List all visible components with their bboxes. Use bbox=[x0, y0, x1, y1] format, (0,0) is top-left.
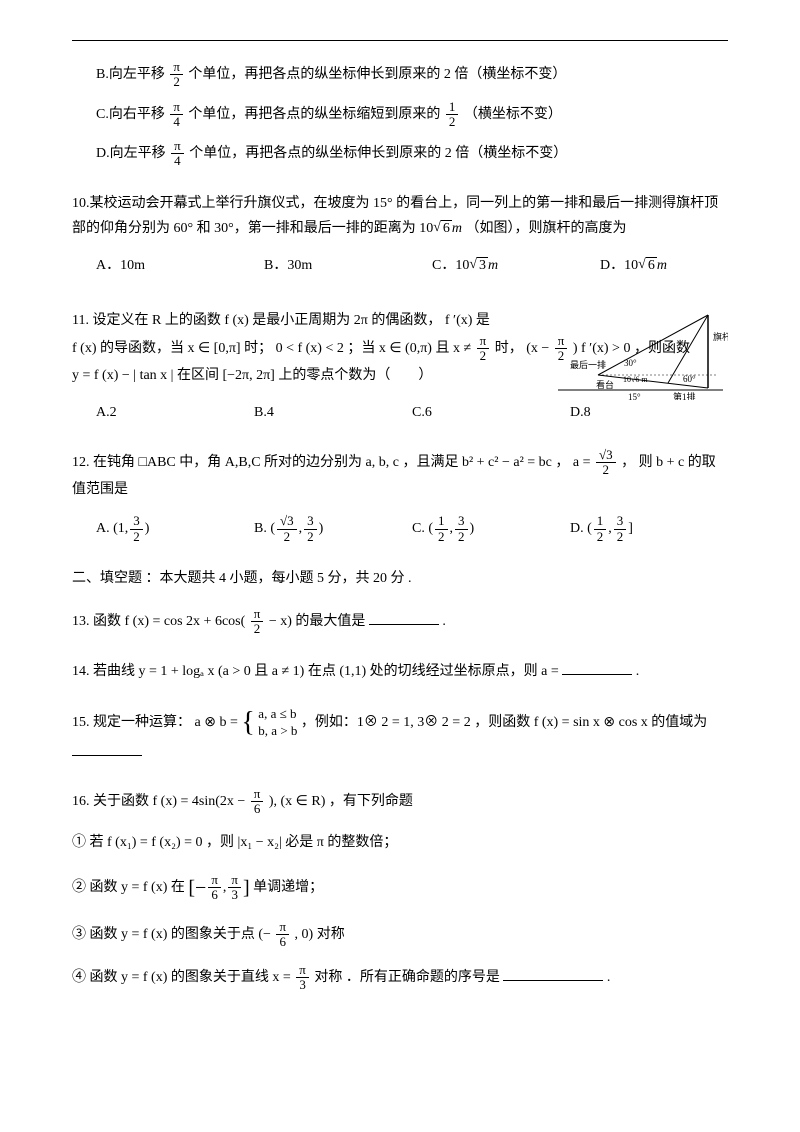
q12-line1: 12. 在钝角 □ABC 中，角 A,B,C 所对的边分别为 a, b, c ，… bbox=[72, 448, 728, 478]
svg-text:10√6 m: 10√6 m bbox=[623, 375, 648, 384]
svg-text:15°: 15° bbox=[628, 392, 641, 400]
fraction: π3 bbox=[296, 963, 309, 993]
question-16: 16. 关于函数 f (x) = 4sin(2x − π6 ), (x ∈ R)… bbox=[72, 787, 728, 993]
option-A: A. (1,32) bbox=[96, 514, 254, 544]
bracket-right-icon: ] bbox=[243, 877, 250, 899]
option-D: D.向左平移 π4 个单位，再把各点的纵坐标伸长到原来的 2 倍（横坐标不变） bbox=[72, 139, 728, 169]
option-A: A．10m bbox=[96, 253, 224, 278]
sqrt-icon: 6 bbox=[638, 253, 657, 278]
text: C.向右平移 bbox=[96, 107, 165, 122]
fraction: 12 bbox=[446, 100, 459, 130]
q16-line1: 16. 关于函数 f (x) = 4sin(2x − π6 ), (x ∈ R)… bbox=[72, 787, 728, 817]
q10-options: A．10m B．30m C．103m D．106m bbox=[72, 253, 728, 278]
fraction: √32 bbox=[596, 448, 616, 478]
svg-text:60°: 60° bbox=[683, 374, 696, 384]
fraction: π2 bbox=[477, 334, 490, 364]
blank-input[interactable] bbox=[369, 611, 439, 625]
text: （横坐标不变） bbox=[464, 107, 562, 122]
fraction: π6 bbox=[208, 873, 221, 903]
q10-figure: 最后一排 30° 旗杆 10√6 m 看台 60° 15° 第1排 bbox=[548, 310, 728, 400]
option-D: D. (12,32] bbox=[570, 514, 728, 544]
svg-text:看台: 看台 bbox=[596, 379, 614, 390]
fraction: π2 bbox=[251, 607, 264, 637]
svg-text:30°: 30° bbox=[624, 358, 637, 368]
q12-options: A. (1,32) B. (√32,32) C. (12,32) D. (12,… bbox=[72, 514, 728, 544]
cases: a, a ≤ b b, a > b bbox=[258, 706, 297, 740]
svg-text:旗杆: 旗杆 bbox=[713, 331, 728, 342]
option-B: B.向左平移 π2 个单位，再把各点的纵坐标伸长到原来的 2 倍（横坐标不变） bbox=[72, 60, 728, 90]
option-C: C. (12,32) bbox=[412, 514, 570, 544]
option-B: B．30m bbox=[264, 253, 392, 278]
q10-line2: 部的仰角分别为 60° 和 30°，第一排和最后一排的距离为 106m （如图）… bbox=[72, 216, 728, 241]
svg-text:最后一排: 最后一排 bbox=[570, 359, 606, 370]
sqrt-icon: 3 bbox=[469, 253, 488, 278]
brace-icon: { bbox=[241, 712, 254, 734]
option-C: C．103m bbox=[432, 253, 560, 278]
blank-input[interactable] bbox=[562, 661, 632, 675]
bracket-left-icon: [− bbox=[188, 877, 206, 899]
option-B: B. (√32,32) bbox=[254, 514, 412, 544]
section-2-title: 二、填空题 ：本大题共 4 小题，每小题 5 分，共 20 分 . bbox=[72, 566, 728, 591]
q10-line1: 10.某校运动会开幕式上举行升旗仪式，在坡度为 15° 的看台上，同一列上的第一… bbox=[72, 191, 728, 216]
text: 个单位，再把各点的纵坐标伸长到原来的 2 倍（横坐标不变） bbox=[189, 146, 567, 161]
question-15: 15. 规定一种运算： a ⊗ b = { a, a ≤ b b, a > b … bbox=[72, 706, 728, 765]
svg-text:第1排: 第1排 bbox=[673, 391, 696, 400]
q16-item3: ③ 函数 y = f (x) 的图象关于点 (− π6 , 0) 对称 bbox=[72, 920, 728, 950]
option-B: B.4 bbox=[254, 400, 412, 425]
text: B.向左平移 bbox=[96, 67, 165, 82]
option-C: C.6 bbox=[412, 400, 570, 425]
q16-item4: ④ 函数 y = f (x) 的图象关于直线 x = π3 对称 ．所有正确命题… bbox=[72, 963, 728, 993]
option-D: D．106m bbox=[600, 253, 728, 278]
blank-input[interactable] bbox=[503, 967, 603, 981]
question-options-bcd: B.向左平移 π2 个单位，再把各点的纵坐标伸长到原来的 2 倍（横坐标不变） … bbox=[72, 60, 728, 169]
fraction: π2 bbox=[170, 60, 183, 90]
fraction: π4 bbox=[171, 139, 184, 169]
option-A: A.2 bbox=[96, 400, 254, 425]
question-10: 10.某校运动会开幕式上举行升旗仪式，在坡度为 15° 的看台上，同一列上的第一… bbox=[72, 191, 728, 279]
q12-line2: 值范围是 bbox=[72, 477, 728, 502]
diagram-icon: 最后一排 30° 旗杆 10√6 m 看台 60° 15° 第1排 bbox=[548, 310, 728, 400]
blank-input[interactable] bbox=[72, 742, 142, 756]
fraction: π6 bbox=[251, 787, 264, 817]
option-C: C.向右平移 π4 个单位，再把各点的纵坐标缩短到原来的 12 （横坐标不变） bbox=[72, 100, 728, 130]
q11-options: A.2 B.4 C.6 D.8 bbox=[72, 400, 728, 425]
question-14: 14. 若曲线 y = 1 + logₐ x (a > 0 且 a ≠ 1) 在… bbox=[72, 659, 728, 684]
fraction: π6 bbox=[276, 920, 289, 950]
sqrt-icon: 6 bbox=[433, 216, 452, 241]
text: 个单位，再把各点的纵坐标缩短到原来的 bbox=[188, 107, 440, 122]
fraction: π3 bbox=[228, 873, 241, 903]
option-D: D.8 bbox=[570, 400, 728, 425]
question-12: 12. 在钝角 □ABC 中，角 A,B,C 所对的边分别为 a, b, c ，… bbox=[72, 448, 728, 544]
fraction: π4 bbox=[170, 100, 183, 130]
text: D.向左平移 bbox=[96, 146, 166, 161]
question-13: 13. 函数 f (x) = cos 2x + 6cos( π2 − x) 的最… bbox=[72, 607, 728, 637]
q16-item2: ② 函数 y = f (x) 在 [−π6,π3] 单调递增； bbox=[72, 870, 728, 906]
q16-item1: ① 若 f (x₁) = f (x₂) = 0 ，则 |x₁ − x₂| 必是 … bbox=[72, 830, 728, 855]
text: 个单位，再把各点的纵坐标伸长到原来的 2 倍（横坐标不变） bbox=[188, 67, 566, 82]
horizontal-rule bbox=[72, 40, 728, 41]
